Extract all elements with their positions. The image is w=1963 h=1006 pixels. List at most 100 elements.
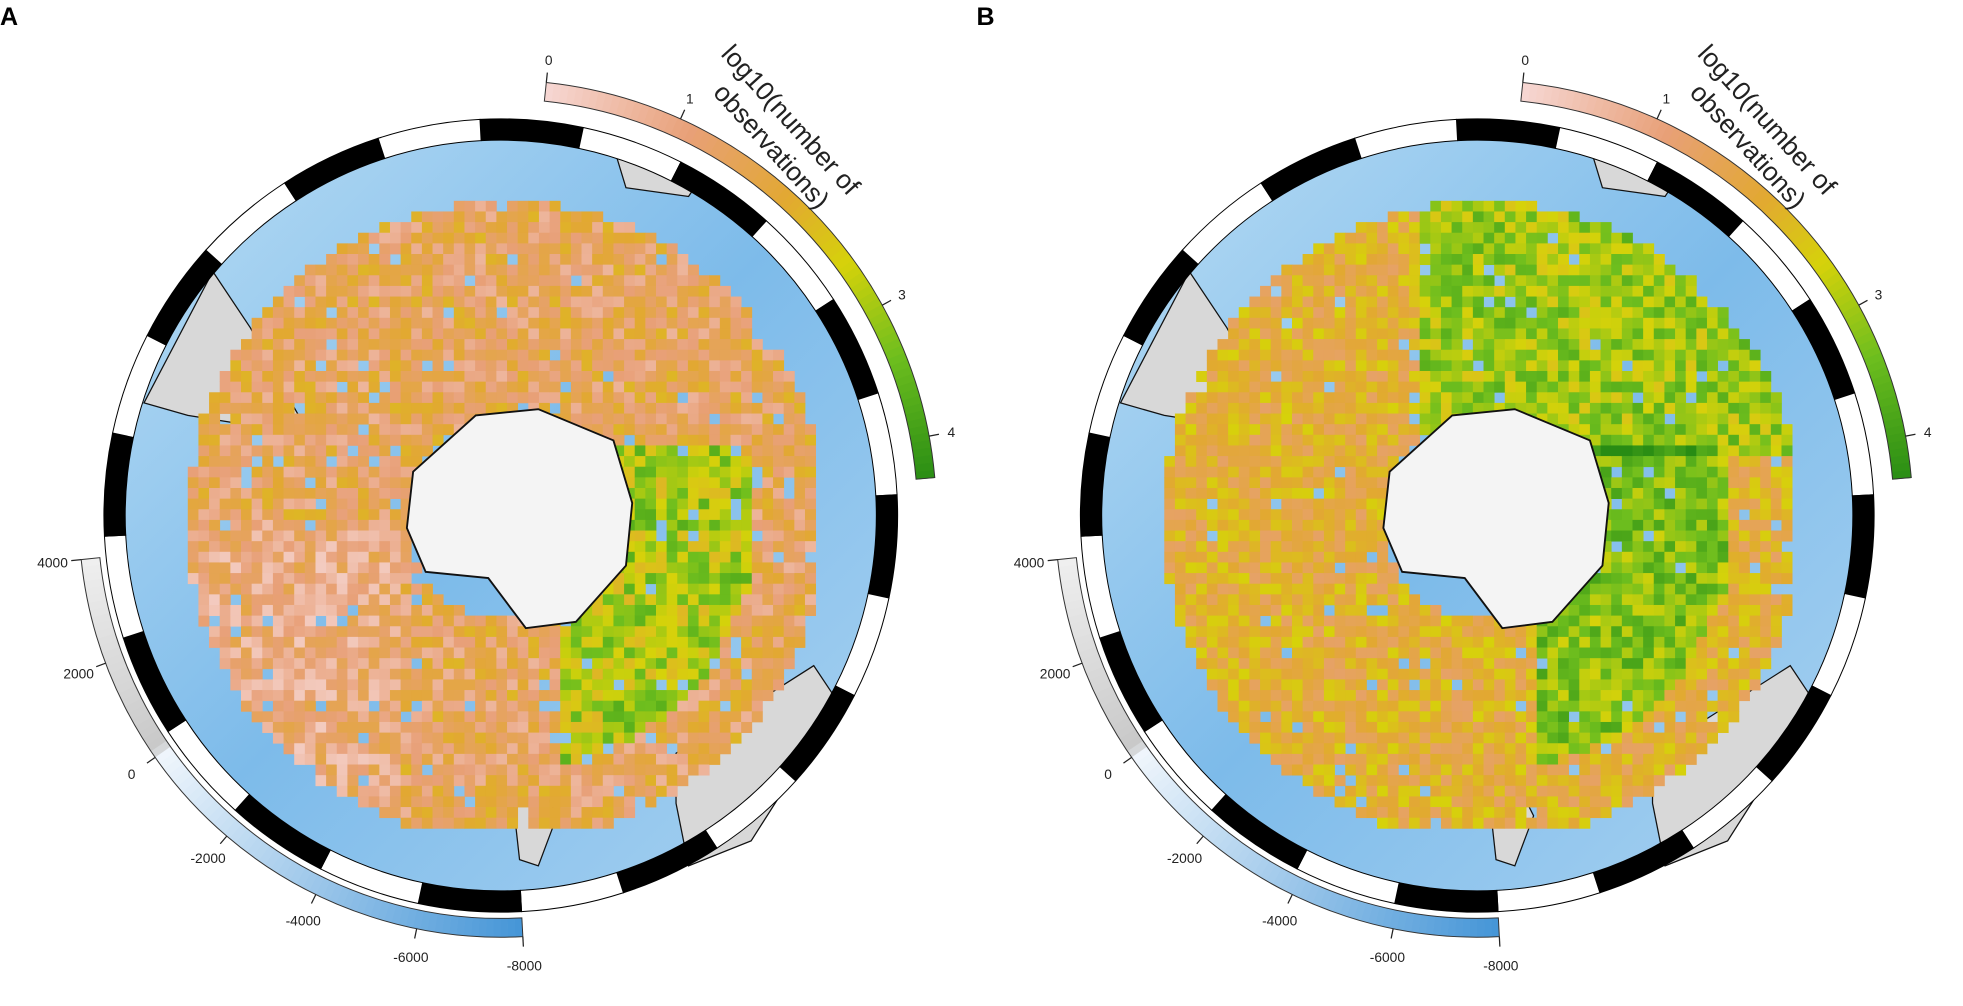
grid-cell — [389, 732, 401, 744]
grid-cell — [634, 328, 646, 340]
grid-cell — [1313, 477, 1325, 489]
grid-cell — [453, 307, 465, 319]
grid-cell — [389, 753, 401, 765]
grid-cell — [1419, 296, 1431, 308]
grid-cell — [1696, 647, 1708, 659]
grid-cell — [251, 711, 263, 723]
grid-cell — [1526, 285, 1538, 297]
grid-cell — [1355, 402, 1367, 414]
grid-cell — [1291, 668, 1303, 680]
grid-cell — [453, 264, 465, 276]
grid-cell — [1217, 370, 1229, 383]
grid-cell — [1504, 743, 1516, 755]
grid-cell — [1387, 264, 1399, 276]
grid-cell — [230, 551, 242, 563]
grid-cell — [1430, 647, 1442, 659]
grid-cell — [1451, 668, 1463, 680]
grid-cell — [709, 668, 721, 680]
grid-cell — [379, 658, 391, 670]
grid-cell — [1174, 604, 1186, 616]
grid-cell — [741, 690, 753, 702]
grid-cell — [443, 254, 455, 266]
grid-cell — [656, 700, 668, 712]
grid-cell — [485, 232, 497, 244]
grid-cell — [1249, 626, 1261, 638]
grid-cell — [773, 604, 785, 616]
grid-cell — [1632, 498, 1644, 510]
grid-cell — [1366, 775, 1378, 787]
grid-cell — [240, 604, 253, 616]
grid-cell — [219, 551, 231, 563]
grid-cell — [538, 296, 550, 308]
grid-cell — [209, 604, 221, 616]
grid-cell — [1281, 466, 1293, 478]
grid-cell — [1249, 562, 1261, 574]
grid-cell — [634, 530, 646, 542]
grid-cell — [1675, 594, 1687, 606]
grid-cell — [1738, 487, 1750, 499]
grid-cell — [709, 732, 721, 744]
grid-cell — [1249, 647, 1261, 659]
grid-cell — [687, 498, 699, 510]
grid-cell — [528, 254, 540, 266]
grid-cell — [358, 456, 370, 468]
grid-cell — [1664, 732, 1676, 744]
grid-cell — [677, 424, 689, 436]
grid-cell — [1717, 466, 1729, 478]
grid-cell — [698, 328, 710, 340]
depthbar-segment — [234, 828, 253, 848]
grid-cell — [507, 349, 519, 361]
grid-cell — [411, 285, 423, 297]
grid-cell — [283, 530, 295, 542]
grid-cell — [1696, 668, 1708, 680]
grid-cell — [1260, 424, 1272, 436]
grid-cell — [1589, 370, 1601, 383]
grid-cell — [326, 285, 338, 297]
grid-cell — [358, 296, 370, 308]
grid-cell — [773, 509, 785, 521]
grid-cell — [1313, 658, 1325, 670]
grid-cell — [528, 679, 540, 691]
grid-cell — [666, 317, 678, 329]
colorbar-segment — [643, 106, 658, 127]
grid-cell — [613, 775, 625, 787]
grid-cell — [1483, 307, 1495, 319]
grid-cell — [528, 232, 540, 244]
grid-cell — [1238, 370, 1250, 383]
grid-cell — [187, 477, 199, 489]
grid-cell — [1547, 307, 1559, 319]
grid-cell — [347, 530, 359, 542]
grid-cell — [1600, 615, 1612, 627]
grid-cell — [1345, 232, 1357, 244]
grid-cell — [1313, 254, 1325, 266]
grid-cell — [475, 232, 487, 244]
grid-cell — [1589, 636, 1601, 648]
grid-cell — [283, 636, 295, 648]
grid-cell — [1526, 764, 1538, 776]
depthbar-segment — [150, 740, 171, 758]
grid-cell — [1685, 562, 1697, 574]
grid-cell — [1398, 243, 1410, 255]
grid-cell — [517, 785, 529, 797]
grid-cell — [1494, 679, 1506, 691]
grid-cell — [634, 775, 646, 787]
grid-cell — [400, 477, 412, 489]
grid-cell — [1621, 466, 1633, 478]
grid-cell — [1504, 349, 1516, 361]
grid-cell — [1462, 200, 1474, 212]
grid-cell — [240, 445, 253, 457]
grid-cell — [570, 381, 582, 393]
grid-cell — [1504, 679, 1516, 691]
grid-cell — [1238, 636, 1250, 648]
grid-cell — [400, 413, 412, 425]
grid-cell — [251, 445, 263, 457]
grid-cell — [336, 658, 348, 670]
grid-cell — [794, 413, 806, 425]
grid-cell — [1270, 317, 1282, 329]
grid-cell — [358, 753, 370, 765]
depthbar-segment — [377, 900, 390, 921]
grid-cell — [1568, 807, 1580, 819]
grid-cell — [751, 647, 763, 659]
grid-cell — [730, 711, 742, 723]
grid-cell — [538, 796, 550, 808]
